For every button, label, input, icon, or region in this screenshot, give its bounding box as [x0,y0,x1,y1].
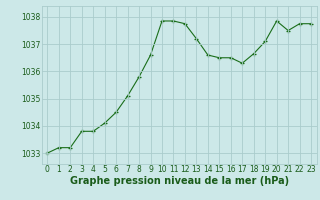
X-axis label: Graphe pression niveau de la mer (hPa): Graphe pression niveau de la mer (hPa) [70,176,289,186]
